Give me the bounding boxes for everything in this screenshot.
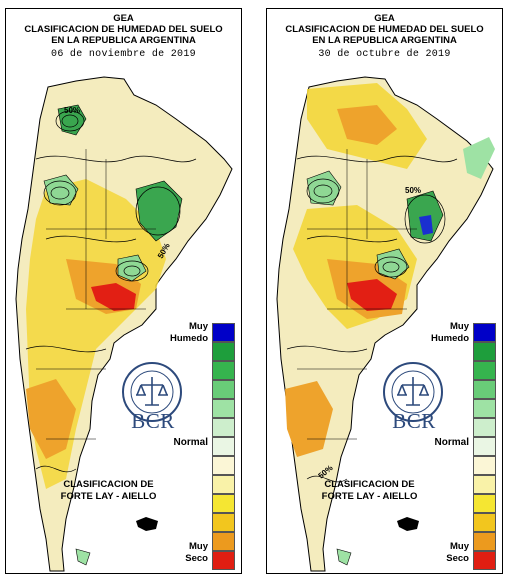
legend-label-seco: Seco: [446, 553, 469, 564]
header-gea: GEA: [374, 13, 395, 24]
legend-swatch: [473, 456, 496, 475]
legend-swatch: [212, 456, 235, 475]
soil-moisture-map: 50% 50%: [276, 76, 495, 572]
classification-line-2: FORTE LAY - AIELLO: [60, 491, 157, 502]
classification-line-1: CLASIFICACION DE: [63, 479, 154, 490]
legend-swatch: [473, 418, 496, 437]
legend-swatch: [212, 437, 235, 456]
contour-label: 50%: [64, 106, 80, 115]
legend-label-muy: Muy: [450, 321, 469, 332]
map-panel-right: GEA CLASIFICACION DE HUMEDAD DEL SUELO E…: [266, 8, 503, 574]
legend-label-muy: Muy: [189, 321, 208, 332]
legend-swatch: [212, 361, 235, 380]
bcr-logo-text: BCR: [392, 409, 436, 433]
bcr-logo-text: BCR: [131, 409, 175, 433]
legend-swatch: [212, 380, 235, 399]
map-date: 06 de noviembre de 2019: [51, 49, 196, 60]
legend-swatch: [212, 494, 235, 513]
header-gea: GEA: [113, 13, 134, 24]
legend-label-humedo: Humedo: [170, 333, 208, 344]
legend-swatch: [473, 323, 496, 342]
legend-swatch: [212, 399, 235, 418]
legend-swatch: [212, 551, 235, 570]
bcr-seal-icon: [383, 362, 443, 422]
legend-label-seco: Seco: [185, 553, 208, 564]
title-line-2: EN LA REPUBLICA ARGENTINA: [51, 35, 196, 46]
legend-swatch: [212, 513, 235, 532]
legend-swatch: [473, 532, 496, 551]
legend-label-muy: Muy: [450, 541, 469, 552]
legend-swatch: [473, 342, 496, 361]
title-line-2: EN LA REPUBLICA ARGENTINA: [312, 35, 457, 46]
classification-line-2: FORTE LAY - AIELLO: [321, 491, 418, 502]
legend-swatch: [212, 323, 235, 342]
legend-swatch: [473, 513, 496, 532]
legend-label-normal: Normal: [434, 437, 469, 448]
map-date: 30 de octubre de 2019: [318, 49, 451, 60]
legend-label-muy: Muy: [189, 541, 208, 552]
legend-swatch: [473, 437, 496, 456]
malvinas-islands: [136, 517, 158, 531]
legend-swatch: [473, 475, 496, 494]
legend-swatch: [473, 494, 496, 513]
legend-swatch: [473, 361, 496, 380]
map-panel-left: GEA CLASIFICACION DE HUMEDAD DEL SUELO E…: [5, 8, 242, 574]
title-line-1: CLASIFICACION DE HUMEDAD DEL SUELO: [285, 24, 484, 35]
legend-swatch: [212, 418, 235, 437]
legend-label-normal: Normal: [173, 437, 208, 448]
legend-swatch: [212, 342, 235, 361]
title-line-1: CLASIFICACION DE HUMEDAD DEL SUELO: [24, 24, 223, 35]
contour-label: 50%: [405, 186, 421, 195]
legend-swatch: [212, 475, 235, 494]
legend-swatch: [473, 399, 496, 418]
malvinas-islands: [397, 517, 419, 531]
classification-line-1: CLASIFICACION DE: [324, 479, 415, 490]
legend-label-humedo: Humedo: [431, 333, 469, 344]
legend-swatch: [473, 380, 496, 399]
soil-moisture-map: 50% 50%: [15, 76, 233, 572]
legend-swatch: [473, 551, 496, 570]
bcr-seal-icon: [122, 362, 182, 422]
legend-swatch: [212, 532, 235, 551]
